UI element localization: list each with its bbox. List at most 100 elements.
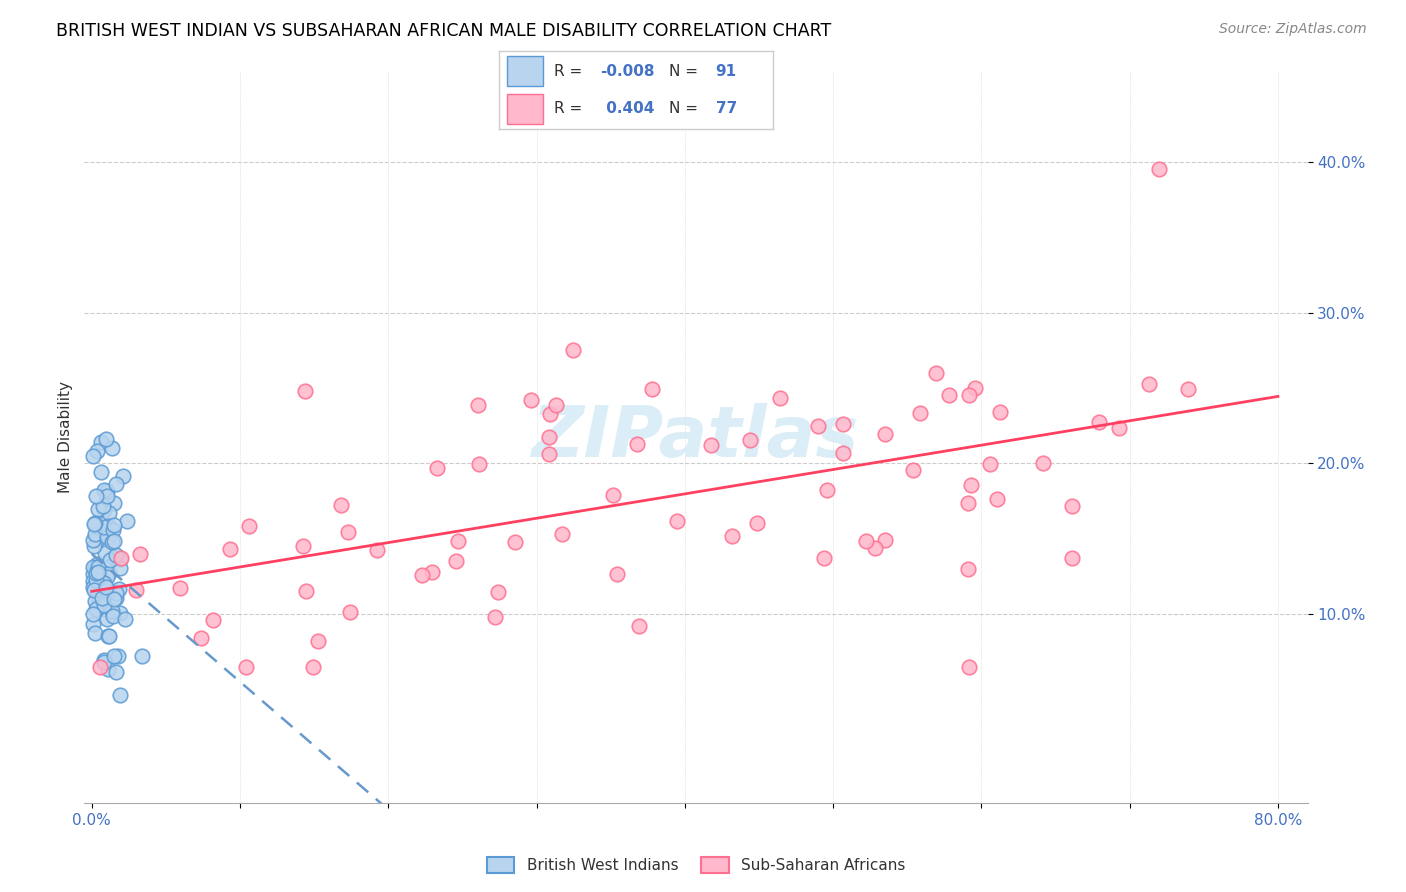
Point (87, 589, 110, 603)
Text: 0.404: 0.404 (600, 102, 654, 117)
Point (957, 495, 980, 509)
Point (86, 533, 108, 547)
Point (96, 612, 118, 626)
Point (486, 585, 509, 599)
Point (93, 653, 115, 667)
Point (105, 665, 128, 679)
Point (87, 502, 110, 516)
Point (108, 689, 131, 703)
Point (957, 388, 980, 402)
Point (988, 404, 1011, 418)
Point (93, 602, 115, 616)
Point (112, 468, 135, 483)
Bar (508, 56, 543, 87)
Point (641, 382, 664, 396)
Point (93, 576, 115, 591)
Point (82, 533, 104, 547)
Point (114, 612, 136, 626)
Point (91, 591, 114, 605)
Point (411, 567, 433, 582)
Point (125, 582, 148, 597)
Point (957, 660, 980, 674)
Point (366, 543, 388, 558)
Point (1149, 162, 1171, 177)
Point (82, 449, 104, 463)
Point (1137, 377, 1160, 392)
Point (84, 566, 107, 580)
Point (83, 576, 105, 591)
Point (93, 655, 115, 669)
Point (769, 391, 792, 405)
Point (602, 488, 624, 502)
Point (219, 542, 242, 557)
Point (551, 527, 574, 541)
Point (104, 476, 127, 491)
Point (96, 484, 118, 499)
Point (235, 660, 257, 674)
Point (908, 406, 931, 420)
Point (1060, 500, 1083, 514)
Legend: British West Indians, Sub-Saharan Africans: British West Indians, Sub-Saharan Africa… (481, 851, 911, 880)
Point (96, 525, 118, 540)
Point (807, 419, 830, 434)
Point (84, 625, 107, 640)
Text: R =: R = (554, 102, 588, 117)
Point (503, 535, 526, 549)
Point (925, 367, 948, 381)
Point (93, 520, 115, 534)
Point (986, 492, 1008, 507)
Point (89, 592, 111, 607)
Point (86, 582, 108, 596)
Point (606, 566, 628, 581)
Point (82, 607, 104, 621)
Point (302, 660, 325, 674)
Point (93, 598, 115, 612)
Point (294, 384, 316, 398)
Text: ZIPatlas: ZIPatlas (533, 402, 859, 472)
Point (84, 560, 107, 574)
Point (98, 566, 121, 580)
Point (1088, 415, 1111, 429)
Text: N =: N = (669, 102, 703, 117)
Point (87, 560, 110, 574)
Point (1060, 551, 1083, 566)
Point (959, 478, 981, 492)
Point (956, 562, 979, 576)
Point (86, 444, 108, 458)
Text: 77: 77 (716, 102, 737, 117)
Point (938, 388, 960, 402)
Point (294, 583, 316, 598)
Point (110, 550, 132, 565)
Point (82, 559, 104, 574)
Point (627, 618, 650, 632)
Point (1032, 456, 1054, 470)
Point (86, 566, 108, 580)
Point (82, 566, 104, 581)
Point (97, 531, 120, 545)
Point (169, 581, 191, 595)
Point (128, 547, 150, 561)
Point (90, 465, 112, 479)
Point (420, 565, 443, 579)
Point (82, 580, 104, 594)
Point (104, 549, 127, 563)
Point (93, 483, 115, 498)
Point (84, 602, 107, 616)
Point (963, 381, 986, 395)
Point (813, 551, 835, 566)
Point (97, 518, 120, 533)
Point (107, 648, 129, 663)
Point (700, 438, 723, 452)
Point (108, 561, 131, 575)
Point (96, 587, 118, 601)
Point (84, 489, 107, 503)
Point (101, 523, 124, 537)
Point (96, 570, 118, 584)
Text: 91: 91 (716, 63, 737, 78)
Point (721, 529, 744, 543)
Point (94, 580, 117, 594)
Point (96, 489, 118, 503)
Point (100, 534, 122, 549)
Bar (508, 94, 543, 124)
Point (665, 514, 688, 528)
